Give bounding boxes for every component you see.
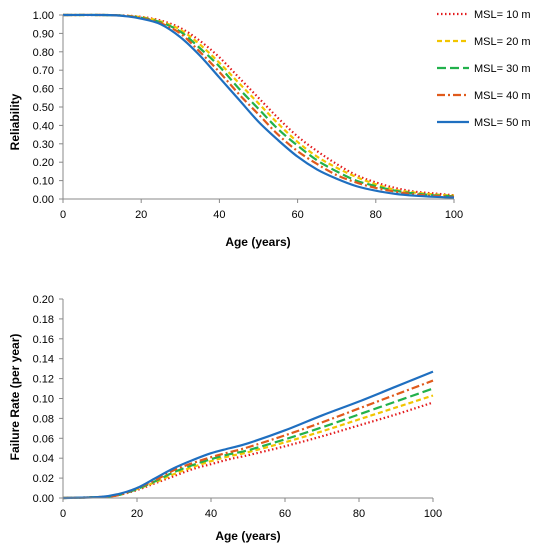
reliability-series-line-3 — [62, 13, 455, 198]
reliability-y-tick-label: 0.30 — [33, 139, 54, 151]
failure-rate-x-tick-label: 0 — [60, 508, 66, 520]
reliability-x-axis-label: Age (years) — [225, 235, 290, 249]
failure-rate-y-tick-label: 0.20 — [33, 294, 54, 306]
failure-rate-chart: 0.00 0.02 0.04 0.06 0.08 0.10 0.12 0.14 0.16 0.18… — [8, 294, 442, 543]
failure-rate-y-tick-label: 0.12 — [33, 374, 54, 386]
failure-rate-x-ticks: 0 20 40 60 80 100 — [60, 498, 442, 520]
legend-label: MSL= 50 m — [474, 117, 531, 129]
legend-item: MSL= 10 m — [437, 9, 531, 21]
legend-label: MSL= 20 m — [474, 36, 531, 48]
failure-rate-y-tick-label: 0.04 — [33, 453, 54, 465]
failure-rate-x-tick-label: 40 — [205, 508, 217, 520]
reliability-x-tick-label: 0 — [60, 209, 66, 221]
reliability-y-tick-label: 0.10 — [33, 176, 54, 188]
failure-rate-y-tick-label: 0.16 — [33, 334, 54, 346]
failure-rate-series-line-2 — [62, 394, 434, 500]
failure-rate-y-tick-label: 0.06 — [33, 433, 54, 445]
failure-rate-y-tick-label: 0.00 — [33, 493, 54, 505]
failure-rate-plot-area — [62, 370, 434, 500]
failure-rate-series-line-1 — [62, 401, 434, 500]
failure-rate-x-tick-label: 20 — [131, 508, 143, 520]
reliability-x-tick-label: 40 — [213, 209, 225, 221]
failure-rate-y-tick-label: 0.14 — [33, 354, 54, 366]
reliability-x-tick-label: 60 — [291, 209, 303, 221]
failure-rate-series-line-4 — [62, 379, 434, 500]
reliability-plot-area — [62, 13, 455, 199]
legend-label: MSL= 40 m — [474, 90, 531, 102]
reliability-series-line-4 — [62, 13, 455, 198]
reliability-y-tick-label: 0.60 — [33, 84, 54, 96]
reliability-y-tick-label: 0.80 — [33, 47, 54, 59]
legend-item: MSL= 20 m — [437, 36, 531, 48]
reliability-y-tick-label: 0.20 — [33, 157, 54, 169]
failure-rate-y-tick-label: 0.18 — [33, 314, 54, 326]
failure-rate-y-tick-label: 0.10 — [33, 394, 54, 406]
reliability-x-tick-label: 20 — [135, 209, 147, 221]
legend: MSL= 10 m MSL= 20 m MSL= 30 m MSL= 40 m MSL=… — [437, 9, 531, 129]
failure-rate-y-ticks: 0.00 0.02 0.04 0.06 0.08 0.10 0.12 0.14 0.16 0.18… — [33, 294, 63, 505]
reliability-y-tick-label: 0.50 — [33, 102, 54, 114]
reliability-y-axis-label: Reliability — [8, 93, 22, 150]
reliability-series-line-5 — [62, 13, 455, 199]
legend-item: MSL= 50 m — [437, 117, 531, 129]
reliability-y-tick-label: 0.40 — [33, 120, 54, 132]
failure-rate-x-tick-label: 100 — [424, 508, 442, 520]
failure-rate-x-axis-label: Age (years) — [215, 529, 280, 543]
failure-rate-y-axis-label: Failure Rate (per year) — [8, 334, 22, 461]
reliability-y-tick-label: 0.90 — [33, 28, 54, 40]
reliability-y-tick-label: 0.70 — [33, 65, 54, 77]
failure-rate-y-tick-label: 0.08 — [33, 413, 54, 425]
legend-item: MSL= 30 m — [437, 63, 531, 75]
legend-label: MSL= 10 m — [474, 9, 531, 21]
reliability-y-tick-label: 0.00 — [33, 194, 54, 206]
reliability-x-tick-label: 80 — [370, 209, 382, 221]
reliability-chart: 0.00 0.10 0.20 0.30 0.40 0.50 0.60 0.70 0.80 0.90… — [8, 9, 531, 249]
legend-item: MSL= 40 m — [437, 90, 531, 102]
reliability-y-tick-label: 1.00 — [33, 10, 54, 22]
legend-label: MSL= 30 m — [474, 63, 531, 75]
reliability-y-ticks: 0.00 0.10 0.20 0.30 0.40 0.50 0.60 0.70 0.80 0.90… — [33, 10, 63, 206]
failure-rate-series-line-5 — [62, 370, 434, 500]
reliability-series-line-1 — [62, 13, 455, 197]
failure-rate-x-tick-label: 80 — [353, 508, 365, 520]
reliability-x-ticks: 0 20 40 60 80 100 — [60, 199, 463, 221]
reliability-x-tick-label: 100 — [445, 209, 463, 221]
failure-rate-x-tick-label: 60 — [279, 508, 291, 520]
reliability-series-line-2 — [62, 13, 455, 197]
failure-rate-y-tick-label: 0.02 — [33, 473, 54, 485]
